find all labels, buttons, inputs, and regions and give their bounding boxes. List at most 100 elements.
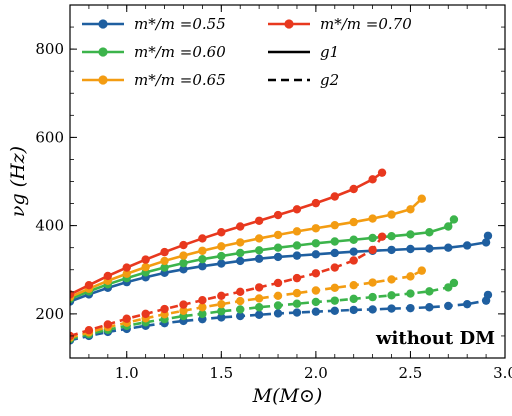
data-point (217, 313, 226, 322)
data-point (236, 287, 245, 297)
data-point (387, 210, 396, 219)
legend-marker (98, 75, 108, 85)
data-point (217, 251, 226, 261)
data-point (349, 256, 358, 265)
series-m-m-0-70-g1 (70, 168, 387, 299)
data-point (330, 283, 339, 293)
data-point (406, 244, 415, 254)
data-point (483, 231, 493, 240)
legend-label: m*/m =0.65 (134, 71, 226, 89)
data-point (449, 278, 459, 288)
data-point (368, 278, 377, 287)
data-point (330, 237, 339, 246)
data-point (444, 283, 453, 292)
data-point (236, 311, 245, 321)
series-line (70, 281, 455, 341)
ticks-layer: 1.0 1.5 2.0 2.5 3.0 200 400 600 800 (35, 4, 512, 382)
data-point (330, 263, 339, 272)
data-point (254, 246, 264, 255)
data-point (417, 266, 426, 275)
data-point (198, 262, 207, 271)
data-point (254, 234, 264, 243)
x-tick-label: 3.0 (493, 364, 512, 382)
data-point (217, 299, 226, 309)
x-tick-label: 1.0 (115, 364, 139, 382)
legend-entry: m*/m =0.60 (82, 43, 226, 61)
data-point (330, 296, 339, 305)
data-point (349, 247, 358, 256)
data-point (198, 234, 207, 243)
data-point (387, 275, 396, 284)
data-point (368, 175, 377, 184)
data-point (311, 269, 321, 278)
legend-label: m*/m =0.55 (134, 15, 226, 33)
data-point (179, 265, 188, 274)
y-tick-label: 600 (35, 128, 64, 146)
y-axis-label: νg (Hz) (7, 146, 29, 217)
data-point (254, 283, 264, 292)
data-point (368, 233, 377, 243)
data-point (444, 301, 453, 311)
x-tick-label: 1.5 (209, 364, 233, 382)
data-point (387, 245, 396, 255)
data-point (406, 289, 415, 298)
data-point (179, 251, 188, 260)
data-point (417, 194, 426, 203)
data-point (236, 222, 245, 231)
data-point (368, 214, 377, 223)
data-point (311, 198, 321, 208)
data-point (425, 303, 434, 312)
y-tick-label: 400 (35, 217, 64, 235)
data-point (368, 245, 377, 255)
data-point (160, 256, 169, 266)
data-point (349, 280, 358, 290)
legend-entry: m*/m =0.65 (82, 71, 226, 89)
legend-entry: g1 (268, 43, 339, 61)
data-point (311, 224, 321, 233)
data-point (84, 280, 94, 290)
series-line (70, 218, 455, 301)
data-point (273, 291, 283, 300)
annotation-without-dm: without DM (375, 328, 495, 349)
data-point (103, 320, 113, 329)
legend-marker (98, 19, 108, 29)
data-point (292, 288, 302, 298)
data-point (179, 306, 188, 315)
data-point (406, 230, 415, 239)
data-point (254, 303, 264, 312)
data-point (292, 299, 302, 308)
legend-label: g1 (320, 43, 339, 61)
data-point (236, 248, 245, 258)
series-m-m-0-60-g1 (70, 215, 459, 304)
data-point (273, 309, 283, 318)
legend-label: g2 (320, 71, 339, 89)
data-point (349, 235, 358, 244)
data-point (377, 168, 387, 177)
series-layer (70, 168, 493, 345)
data-point (217, 242, 226, 251)
data-point (292, 251, 302, 260)
data-point (122, 263, 131, 272)
data-point (311, 250, 321, 259)
data-point (254, 294, 264, 303)
data-point (273, 252, 283, 262)
data-point (141, 255, 150, 264)
y-tick-label: 800 (35, 40, 64, 58)
data-point (425, 228, 434, 237)
y-tick-label: 200 (35, 305, 64, 323)
data-point (122, 314, 131, 323)
data-point (273, 278, 283, 288)
series-m-m-0-70-g2 (70, 232, 387, 341)
data-point (349, 217, 358, 227)
data-point (292, 273, 302, 283)
data-point (449, 215, 459, 224)
x-tick-label: 2.5 (399, 364, 423, 382)
legend: m*/m =0.55 m*/m =0.60 m*/m =0.65 m*/m =0.70… (82, 15, 412, 89)
data-point (236, 296, 245, 306)
data-point (160, 263, 169, 272)
data-point (236, 305, 245, 314)
data-point (273, 243, 283, 252)
data-point (122, 269, 131, 278)
